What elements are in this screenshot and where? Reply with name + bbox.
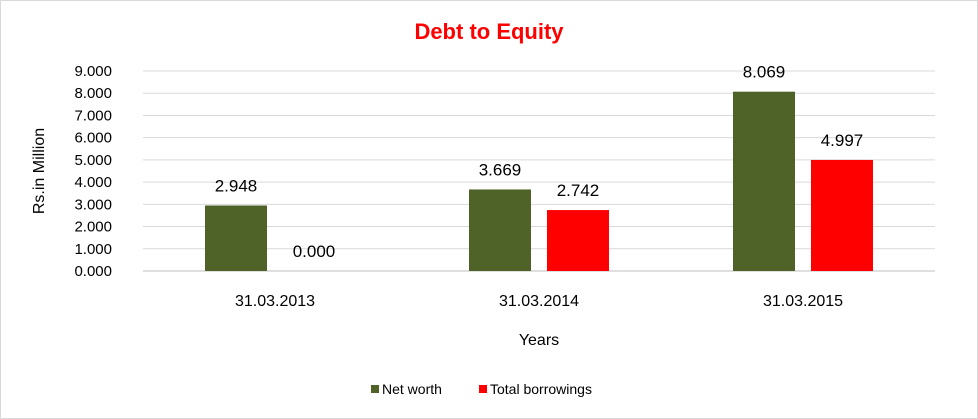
data-label: 2.948 <box>215 176 258 195</box>
x-tick-label: 31.03.2013 <box>235 293 315 310</box>
y-tick-label: 2.000 <box>74 219 112 236</box>
legend-label: Total borrowings <box>490 381 592 397</box>
y-tick-label: 0.000 <box>74 263 112 280</box>
y-tick-label: 1.000 <box>74 241 112 258</box>
y-tick-label: 5.000 <box>74 152 112 169</box>
data-label: 8.069 <box>743 63 786 82</box>
x-tick-label: 31.03.2014 <box>499 293 579 310</box>
y-tick-label: 6.000 <box>74 130 112 147</box>
bar-total-borrowings <box>811 159 873 271</box>
y-tick-label: 8.000 <box>74 85 112 102</box>
y-tick-label: 7.000 <box>74 107 112 124</box>
bar-net-worth <box>733 91 795 271</box>
legend-label: Net worth <box>382 381 442 397</box>
bar-net-worth <box>469 189 531 271</box>
data-label: 4.997 <box>821 131 864 150</box>
y-axis-label: Rs.in Million <box>31 128 48 214</box>
y-tick-label: 9.000 <box>74 63 112 80</box>
chart-title: Debt to Equity <box>414 19 564 44</box>
y-tick-label: 4.000 <box>74 174 112 191</box>
data-label: 0.000 <box>293 242 336 261</box>
legend-swatch <box>479 385 487 393</box>
data-label: 2.742 <box>557 181 600 200</box>
y-tick-label: 3.000 <box>74 196 112 213</box>
bar-total-borrowings <box>547 210 609 271</box>
data-label: 3.669 <box>479 160 522 179</box>
legend-swatch <box>371 385 379 393</box>
x-axis-label: Years <box>519 332 559 349</box>
bar-net-worth <box>205 205 267 271</box>
x-tick-label: 31.03.2015 <box>763 293 843 310</box>
